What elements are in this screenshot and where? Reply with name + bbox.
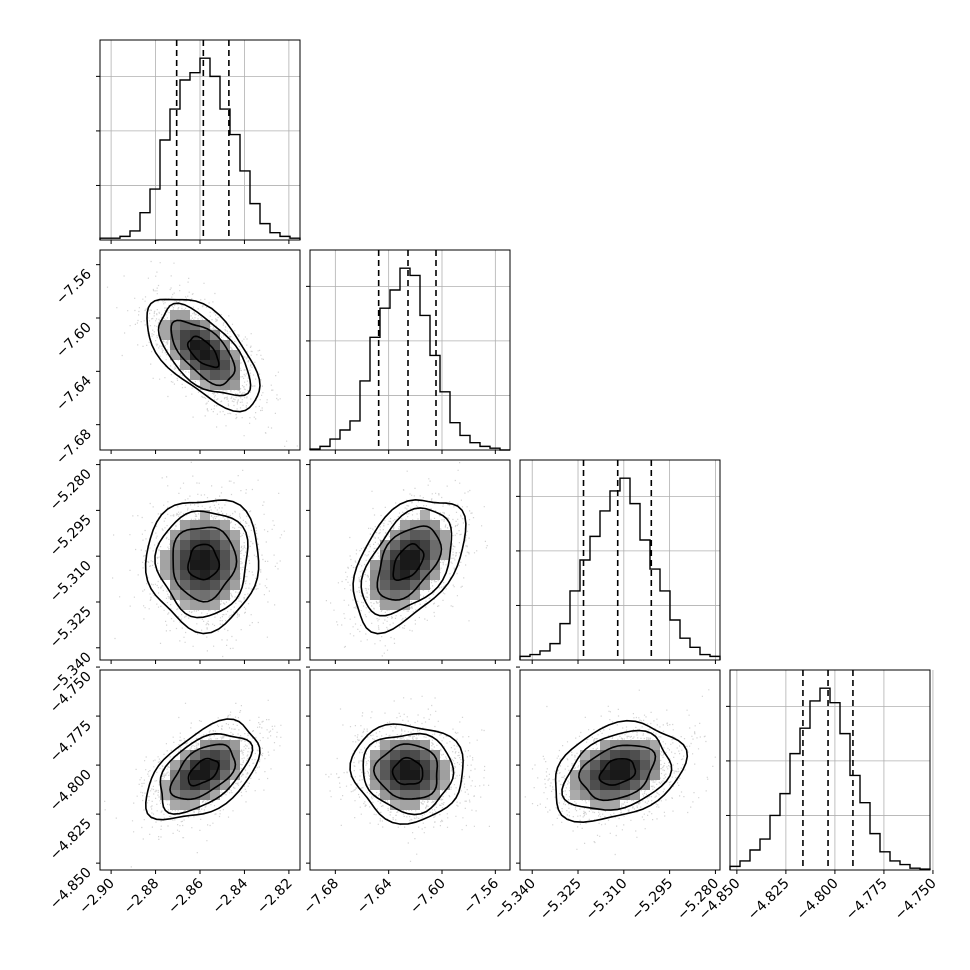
ytick-label-1-1: −7.64 xyxy=(53,373,95,415)
histogram-0 xyxy=(99,57,301,240)
contour-3-2-2 xyxy=(561,729,673,811)
pair-panel-2-0 xyxy=(100,460,300,660)
xtick-label-1-1: −7.64 xyxy=(354,875,396,917)
xtick-label-1-0: −7.68 xyxy=(301,876,343,918)
xtick-label-0-2: −2.86 xyxy=(165,875,207,917)
density-image-3-0 xyxy=(100,670,300,870)
contour-2-1-3 xyxy=(352,498,467,635)
ytick-label-3-2: −4.800 xyxy=(47,767,95,815)
density-image-1-0 xyxy=(100,250,300,450)
xtick-label-2-2: −5.310 xyxy=(583,876,631,924)
contour-3-0-3 xyxy=(144,718,261,821)
ytick-label-2-1: −5.325 xyxy=(47,603,95,651)
xtick-label-0-4: −2.82 xyxy=(254,876,296,918)
ytick-label-1-2: −7.60 xyxy=(53,320,95,362)
contour-2-1-2 xyxy=(360,507,453,617)
contour-3-2-1 xyxy=(578,744,657,802)
xtick-label-3-4: −4.750 xyxy=(892,876,940,924)
pair-panel-2-1 xyxy=(310,460,510,660)
histogram-3 xyxy=(729,687,931,870)
density-image-3-2 xyxy=(520,670,720,870)
xtick-label-2-3: −5.295 xyxy=(628,876,676,924)
contour-2-0-2 xyxy=(154,510,249,619)
contour-1-0-1 xyxy=(170,319,236,387)
pair-panel-3-2 xyxy=(520,670,720,870)
xtick-label-1-2: −7.60 xyxy=(407,876,449,918)
contour-2-0-0 xyxy=(187,543,221,581)
pair-panel-3-0 xyxy=(100,670,300,870)
contour-3-2-0 xyxy=(598,757,637,786)
ytick-label-3-1: −4.825 xyxy=(47,816,95,864)
contour-3-1-0 xyxy=(391,756,424,786)
density-image-3-1 xyxy=(310,670,510,870)
ytick-label-3-3: −4.775 xyxy=(47,718,95,766)
xtick-label-2-0: −5.340 xyxy=(491,876,539,924)
contour-3-0-2 xyxy=(159,732,254,815)
ytick-label-2-4: −5.280 xyxy=(47,466,95,514)
contour-1-0-3 xyxy=(146,298,261,413)
contour-3-1-2 xyxy=(362,732,455,816)
histogram-2 xyxy=(519,477,721,660)
ytick-label-2-2: −5.310 xyxy=(47,558,95,606)
histogram-1 xyxy=(309,267,510,451)
contour-1-0-2 xyxy=(157,302,252,397)
pair-frame-3-2 xyxy=(519,669,721,871)
ytick-label-1-0: −7.68 xyxy=(53,426,95,468)
xtick-label-0-1: −2.88 xyxy=(121,876,163,918)
density-image-2-0 xyxy=(100,460,300,660)
density-image-2-1 xyxy=(310,460,510,660)
contour-3-0-1 xyxy=(169,743,237,801)
contour-2-0-3 xyxy=(144,499,260,635)
contour-3-1-1 xyxy=(372,743,439,800)
ytick-label-2-3: −5.295 xyxy=(47,512,95,560)
contour-2-1-1 xyxy=(376,525,443,601)
pair-frame-2-1 xyxy=(309,459,511,661)
xtick-label-2-1: −5.325 xyxy=(537,876,585,924)
ytick-label-1-3: −7.56 xyxy=(53,266,95,308)
hist-panel-1 xyxy=(309,249,511,451)
contour-2-1-0 xyxy=(392,542,425,581)
xtick-label-3-3: −4.775 xyxy=(843,876,891,924)
pair-frame-3-1 xyxy=(309,669,511,871)
pair-panel-1-0 xyxy=(100,250,300,450)
xtick-label-0-3: −2.84 xyxy=(210,875,252,917)
hist-panel-3 xyxy=(729,669,931,871)
marks-layer xyxy=(99,40,931,870)
xtick-label-3-1: −4.825 xyxy=(745,876,793,924)
contour-3-0-0 xyxy=(187,757,220,787)
contour-3-2-3 xyxy=(554,719,689,824)
xtick-label-3-2: −4.800 xyxy=(794,876,842,924)
contour-3-1-3 xyxy=(349,723,464,825)
contour-2-0-1 xyxy=(172,526,238,603)
contour-1-0-0 xyxy=(186,335,220,369)
pair-panel-3-1 xyxy=(310,670,510,870)
hist-panel-2 xyxy=(519,459,721,661)
